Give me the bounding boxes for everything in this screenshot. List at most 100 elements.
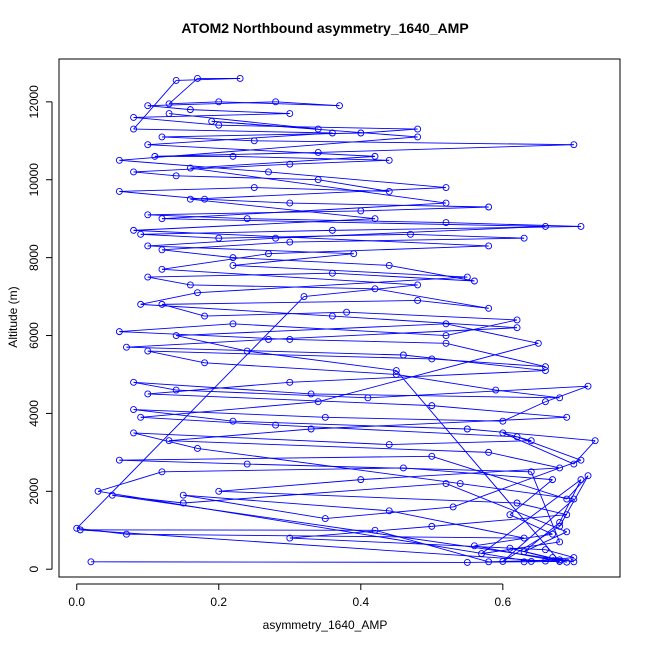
series-line-segment [126, 346, 404, 356]
series-line-segment [318, 179, 390, 192]
data-point [442, 332, 450, 339]
data-point [570, 495, 578, 503]
data-point [570, 558, 578, 566]
series-line-segment [204, 198, 290, 204]
data-point [513, 499, 521, 507]
series-line-segment [495, 389, 560, 399]
data-point [286, 160, 294, 168]
data-point [385, 261, 393, 269]
series-line-segment [176, 78, 241, 81]
series-line-segment [389, 264, 475, 282]
series-line-segment [133, 128, 333, 134]
series-line-segment [147, 132, 333, 146]
data-point [428, 522, 436, 530]
data-point [385, 156, 393, 164]
series-line-segment [311, 416, 567, 430]
data-point [194, 289, 201, 297]
data-point [130, 406, 138, 413]
data-point [165, 100, 173, 108]
data-point [172, 386, 180, 394]
series-line-segment [509, 514, 553, 535]
series-line-segment [566, 475, 589, 500]
series-line-segment [502, 498, 575, 562]
data-point [556, 464, 564, 472]
series-line-segment [445, 323, 539, 344]
data-point [442, 339, 450, 347]
series-line-segment [232, 420, 468, 430]
series-line-segment [360, 128, 418, 134]
data-point [556, 519, 564, 526]
series-line-segment [161, 300, 418, 305]
data-point [442, 480, 450, 487]
y-tick-label: 0 [27, 566, 41, 573]
series-line-segment [431, 455, 567, 500]
data-point [328, 226, 336, 234]
series-line-segment [311, 393, 560, 399]
data-point [506, 544, 514, 552]
data-point [130, 378, 138, 386]
data-point [520, 558, 528, 566]
data-point [115, 187, 123, 195]
data-point [392, 371, 400, 378]
series-line-segment [190, 109, 290, 114]
data-point [137, 413, 145, 421]
data-point [549, 554, 556, 561]
data-point [179, 491, 187, 499]
series-line-segment [445, 319, 518, 336]
data-point [236, 75, 244, 82]
data-point [243, 347, 251, 355]
series-line-segment [147, 350, 432, 360]
data-point [76, 526, 84, 534]
data-point [399, 464, 407, 472]
series-line-segment [147, 144, 376, 157]
series-line-segment [147, 101, 276, 107]
x-tick-label: 0.2 [210, 595, 227, 609]
y-tick-label: 12000 [27, 85, 41, 119]
data-point [470, 542, 478, 550]
data-point [186, 281, 194, 289]
y-tick-label: 6000 [27, 322, 41, 349]
data-point [463, 558, 471, 566]
series-line-segment [403, 467, 553, 481]
data-point [463, 273, 471, 281]
data-point [485, 558, 493, 566]
data-point [336, 102, 343, 110]
data-point [172, 76, 180, 84]
series-line-segment [275, 424, 518, 438]
series-line-segment [247, 218, 447, 224]
series-line-segment [161, 467, 404, 473]
series-line-segment [161, 136, 255, 142]
data-point [499, 417, 507, 425]
data-point [144, 211, 152, 219]
data-point [229, 254, 237, 262]
data-point [541, 223, 549, 230]
y-tick-label: 8000 [27, 244, 41, 271]
data-point [463, 425, 471, 433]
series-line-segment [218, 124, 418, 130]
series-line-segment [395, 370, 560, 562]
data-point [527, 437, 535, 445]
data-point [563, 495, 571, 503]
series-line-segment [176, 335, 248, 352]
data-point [541, 557, 549, 565]
data-point [364, 394, 372, 402]
data-point [115, 456, 123, 464]
data-point [144, 141, 152, 149]
data-point [527, 468, 535, 476]
data-point [144, 273, 152, 281]
data-point [570, 460, 578, 468]
data-point [144, 242, 152, 250]
data-point [328, 312, 336, 320]
data-point [229, 320, 237, 328]
data-point [499, 557, 507, 565]
series-line-segment [232, 264, 468, 278]
series-line-segment [161, 249, 234, 259]
data-point [158, 133, 166, 141]
data-point [357, 207, 365, 215]
data-point [527, 557, 535, 565]
series-line-segment [289, 159, 390, 165]
series-line-segment [176, 323, 447, 336]
data-point [158, 215, 166, 223]
